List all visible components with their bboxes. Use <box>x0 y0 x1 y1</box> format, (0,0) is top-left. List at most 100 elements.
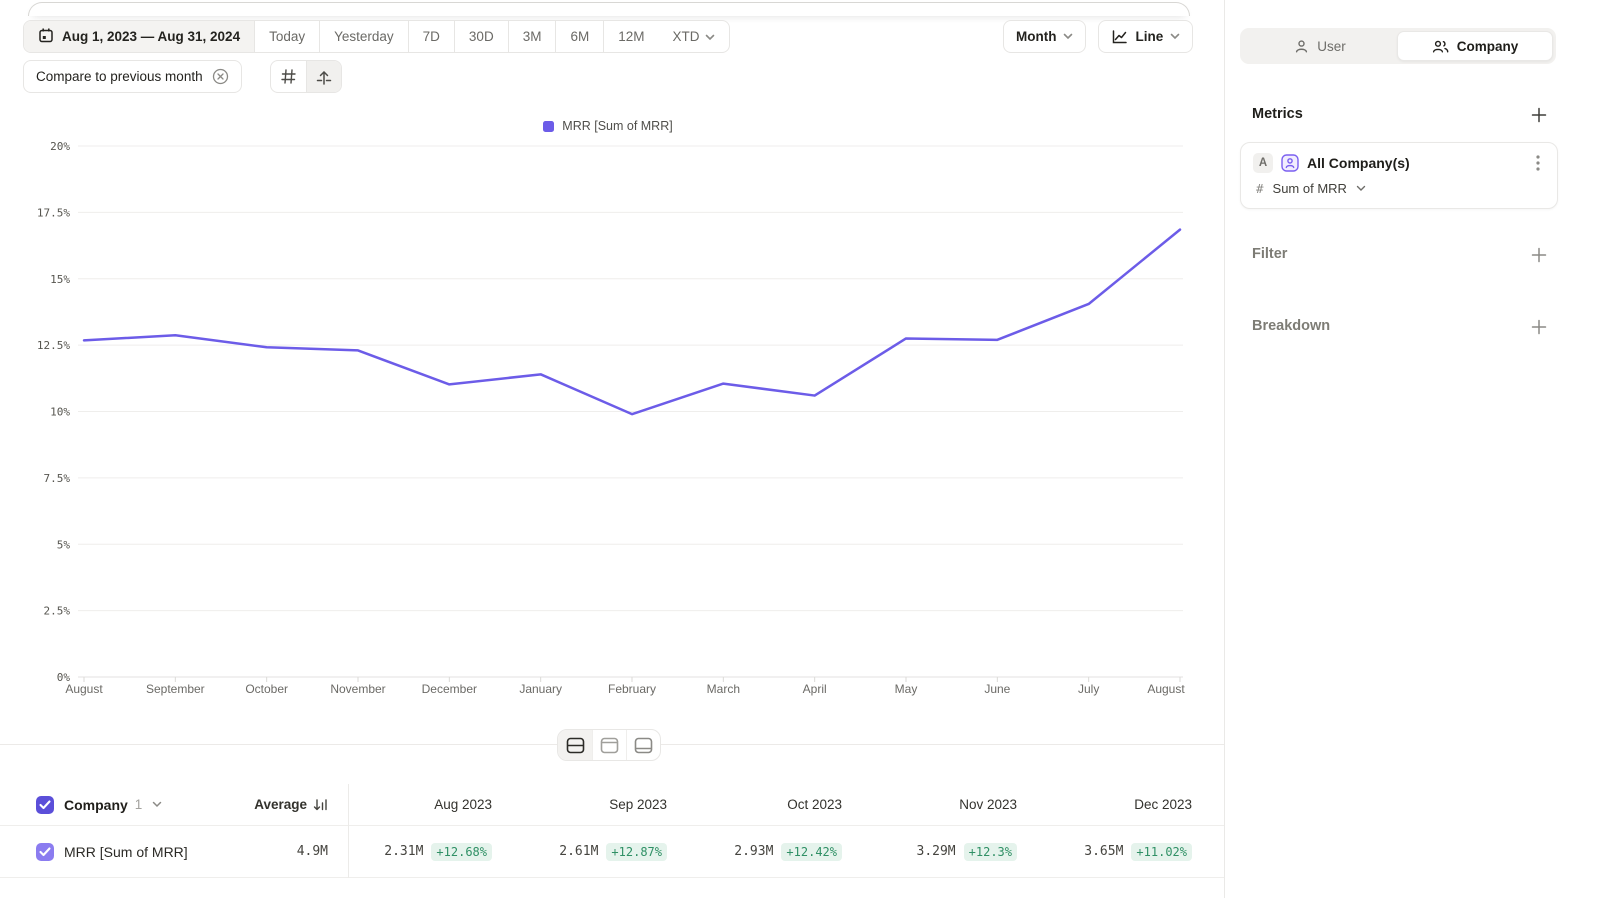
metric-card[interactable]: A All Company(s) # Sum of MRR <box>1240 142 1558 209</box>
table-cell[interactable]: 2.61M +12.87% <box>506 842 681 861</box>
table-only-toggle[interactable] <box>626 730 660 760</box>
table-only-icon <box>634 737 653 753</box>
range-button-3m[interactable]: 3M <box>509 21 557 52</box>
series-line[interactable] <box>82 228 1182 416</box>
calendar-icon <box>38 27 54 46</box>
mrr-line-chart[interactable]: 0% 2.5% 5% 7.5% 10% 12.5% 15% 17.5% 20% August Sep… <box>0 140 1224 706</box>
arrow-up-from-line-icon <box>316 70 332 85</box>
split-view-icon <box>566 737 584 753</box>
chevron-down-icon <box>705 29 715 44</box>
range-button-30d[interactable]: 30D <box>455 21 509 52</box>
tab-user-label: User <box>1317 38 1346 54</box>
chevron-down-icon <box>1170 33 1180 40</box>
table-cell[interactable]: 2.93M +12.42% <box>681 842 856 861</box>
entity-icon <box>1281 154 1299 172</box>
results-table: Company 1 Average Aug 2023 Sep 2023 Oct 20… <box>0 784 1224 878</box>
x-axis-label: November <box>330 682 385 696</box>
change-badge: +12.42% <box>781 842 842 861</box>
x-axis-label: January <box>519 682 562 696</box>
x-axis-label: August <box>65 682 103 696</box>
x-axis-label: December <box>422 682 477 696</box>
table-cell[interactable]: 3.65M +11.02% <box>1031 842 1206 861</box>
add-breakdown-button[interactable] <box>1530 318 1548 336</box>
granularity-dropdown[interactable]: Month <box>1003 20 1087 53</box>
compare-chip[interactable]: Compare to previous month <box>23 60 242 93</box>
range-button-6m[interactable]: 6M <box>556 21 605 52</box>
change-badge: +12.87% <box>606 842 667 861</box>
plus-icon <box>1531 107 1547 123</box>
metric-aggregation-row[interactable]: # Sum of MRR <box>1241 173 1557 196</box>
date-range-label: Aug 1, 2023 — Aug 31, 2024 <box>62 29 241 44</box>
x-axis-label: April <box>803 682 827 696</box>
add-filter-button[interactable] <box>1530 246 1548 264</box>
metric-series-badge: A <box>1253 153 1273 173</box>
table-row[interactable]: MRR [Sum of MRR] 4.9M 2.31M +12.68% 2.61M +… <box>0 826 1224 878</box>
range-button-7d[interactable]: 7D <box>409 21 455 52</box>
table-header-row: Company 1 Average Aug 2023 Sep 2023 Oct 20… <box>0 784 1224 826</box>
x-axis-label: July <box>1078 682 1099 696</box>
table-row-left: MRR [Sum of MRR] 4.9M <box>0 826 348 877</box>
select-all-checkbox[interactable] <box>36 795 54 814</box>
cell-value: 3.29M <box>916 844 956 859</box>
column-header[interactable]: Dec 2023 <box>1134 797 1192 812</box>
grid-toggle-button[interactable] <box>271 61 306 92</box>
column-header[interactable]: Aug 2023 <box>434 797 492 812</box>
filter-title: Filter <box>1252 246 1288 262</box>
y-axis-label: 5% <box>57 538 71 551</box>
split-view-toggle[interactable] <box>558 730 592 760</box>
range-button-yesterday[interactable]: Yesterday <box>320 21 409 52</box>
x-axis-label: February <box>608 682 656 696</box>
column-header[interactable]: Sep 2023 <box>609 797 667 812</box>
y-axis-label: 10% <box>50 406 70 419</box>
compare-chip-label: Compare to previous month <box>36 69 203 84</box>
company-icon <box>1432 40 1449 52</box>
line-chart-icon <box>1113 29 1128 43</box>
xtd-label: XTD <box>672 29 700 44</box>
number-type-icon: # <box>1256 181 1264 196</box>
user-icon <box>1296 39 1308 52</box>
breakdown-title: Breakdown <box>1252 318 1331 334</box>
table-column-divider <box>348 784 349 878</box>
entity-count: 1 <box>134 797 143 812</box>
range-button-today[interactable]: Today <box>255 21 321 52</box>
chart-only-toggle[interactable] <box>592 730 626 760</box>
config-sidebar: User Company Metrics A All Company(s) # <box>1224 0 1600 898</box>
column-header[interactable]: Nov 2023 <box>959 797 1017 812</box>
annotations-toggle-button[interactable] <box>306 61 341 92</box>
change-badge: +12.3% <box>963 842 1017 861</box>
remove-compare-icon <box>212 68 228 85</box>
date-range-button[interactable]: Aug 1, 2023 — Aug 31, 2024 <box>24 21 256 52</box>
average-header[interactable]: Average <box>254 797 328 812</box>
metric-menu-button[interactable] <box>1529 153 1547 173</box>
x-axis-label: September <box>146 682 205 696</box>
table-cell[interactable]: 3.29M +12.3% <box>856 842 1031 861</box>
tab-company[interactable]: Company <box>1397 31 1553 61</box>
metrics-title: Metrics <box>1252 106 1303 122</box>
table-cell[interactable]: 2.31M +12.68% <box>348 842 506 861</box>
tab-user[interactable]: User <box>1243 31 1397 61</box>
column-header[interactable]: Oct 2023 <box>787 797 842 812</box>
chevron-down-icon[interactable] <box>152 801 162 808</box>
chevron-down-icon <box>1356 185 1366 191</box>
kebab-icon <box>1536 155 1540 171</box>
cell-value: 2.31M <box>384 844 424 859</box>
cell-value: 3.65M <box>1084 844 1124 859</box>
chart-type-dropdown[interactable]: Line <box>1098 20 1194 53</box>
y-axis-label: 7.5% <box>44 472 71 485</box>
chart-type-label: Line <box>1135 29 1164 44</box>
metric-row-label: MRR [Sum of MRR] <box>64 843 188 860</box>
chart-only-icon <box>600 737 619 753</box>
add-metric-button[interactable] <box>1530 106 1548 124</box>
cell-value: 2.93M <box>734 844 774 859</box>
entity-label: Company <box>64 796 128 813</box>
legend-label: MRR [Sum of MRR] <box>562 119 673 133</box>
row-checkbox[interactable] <box>36 842 54 861</box>
range-button-12m[interactable]: 12M <box>604 21 658 52</box>
range-button-xtd[interactable]: XTD <box>658 21 729 52</box>
chart-controls: Month Line <box>1003 20 1194 53</box>
y-axis-label: 15% <box>50 273 70 286</box>
x-axis-label: May <box>895 682 918 696</box>
aggregation-label: Sum of MRR <box>1272 181 1347 196</box>
metric-name: All Company(s) <box>1307 155 1410 171</box>
